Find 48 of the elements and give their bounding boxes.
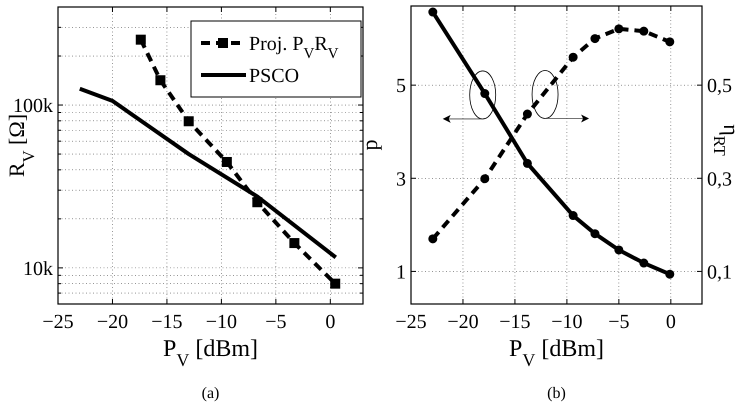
text: (b) (547, 385, 566, 402)
y-tick-label: 3 (396, 168, 406, 190)
y-axis-title: p (357, 140, 382, 150)
point (665, 270, 674, 279)
legend-label: PSCO (249, 65, 300, 87)
point (289, 238, 300, 248)
x-tick-label: 0 (325, 311, 336, 333)
point (522, 110, 532, 119)
y2-tick-label: 0,3 (707, 168, 732, 190)
point (155, 75, 166, 86)
x-tick-label: −25 (395, 311, 427, 333)
point (590, 34, 600, 44)
x-axis-title: P$_{V}$ [dBm] (162, 336, 258, 370)
x-tick-label: 0 (666, 311, 676, 333)
point (614, 245, 624, 254)
text: (a) (202, 385, 220, 402)
x-tick-label: −15 (499, 311, 531, 333)
point (184, 116, 194, 126)
point (480, 89, 490, 98)
y-tick-label: 10k (23, 258, 53, 280)
x-tick-label: −20 (96, 311, 128, 333)
point (480, 174, 490, 184)
point (665, 37, 674, 46)
point (136, 34, 146, 45)
point (639, 26, 648, 36)
point (428, 8, 438, 17)
point (590, 229, 600, 238)
point (428, 234, 438, 244)
x-tick-label: −5 (608, 311, 630, 333)
x-axis-title: P$_{V}$ [dBm] (508, 336, 604, 370)
point (522, 158, 532, 168)
x-tick-label: −10 (206, 311, 238, 333)
point (568, 211, 578, 220)
y-tick-label: 5 (396, 75, 406, 98)
point (222, 156, 232, 167)
point (614, 24, 624, 34)
x-tick-label: −20 (447, 311, 479, 333)
point (330, 278, 340, 289)
point (639, 258, 648, 268)
x-tick-label: −15 (151, 311, 183, 333)
y-tick-label: 1 (396, 261, 406, 284)
x-tick-label: −10 (551, 311, 583, 333)
legend-label: Proj. P$_{V}$R$_{V}$ (249, 33, 339, 62)
y2-tick-label: 0,1 (707, 261, 732, 284)
x-tick-label: −25 (42, 311, 74, 333)
x-tick-label: −5 (265, 311, 286, 333)
point (568, 52, 578, 62)
y2-tick-label: 0,5 (707, 75, 732, 98)
